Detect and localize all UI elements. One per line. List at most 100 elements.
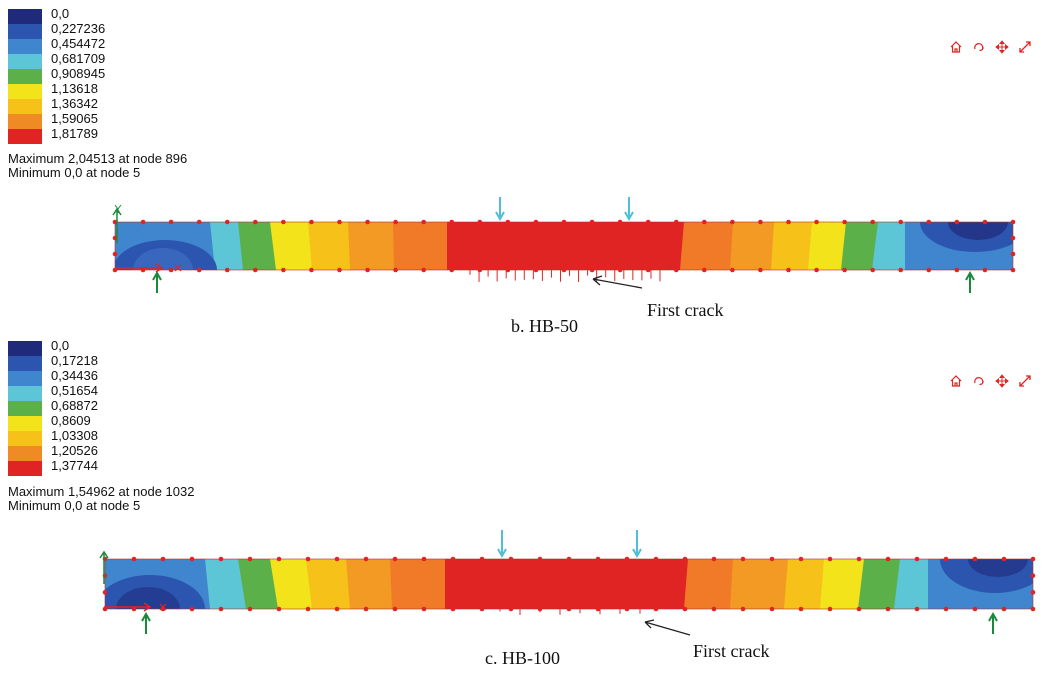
legend-swatch (8, 24, 42, 39)
legend-label: 0,8609 (51, 413, 91, 428)
node-marker (786, 267, 791, 273)
legend-label: 0,908945 (51, 66, 106, 81)
node-marker (131, 606, 137, 612)
node-marker (740, 606, 746, 612)
node-marker (645, 267, 651, 273)
node-marker (365, 267, 370, 273)
node-marker (1001, 556, 1007, 562)
node-marker (537, 556, 543, 562)
home-icon[interactable] (949, 374, 963, 388)
node-marker (798, 556, 804, 562)
rotate-icon[interactable] (972, 40, 986, 54)
node-marker (711, 556, 717, 562)
node-marker (365, 219, 370, 225)
legend-label: 1,37744 (51, 458, 98, 473)
node-marker (561, 267, 567, 273)
legend-label: 1,20526 (51, 443, 98, 458)
figure-caption: b. HB-50 (511, 316, 578, 336)
support-arrow (988, 611, 998, 634)
node-marker (682, 556, 688, 562)
node-marker (281, 219, 286, 225)
node-marker (337, 219, 342, 225)
node-marker (954, 267, 960, 273)
node-marker (196, 267, 202, 273)
legend-swatch (8, 341, 42, 356)
legend-label: 1,03308 (51, 428, 98, 443)
legend-swatch (8, 416, 42, 431)
node-marker (702, 267, 707, 273)
load-arrow (624, 197, 634, 222)
legend-swatch (8, 129, 42, 144)
node-marker (856, 606, 862, 612)
rotate-icon[interactable] (972, 374, 986, 388)
node-marker (1010, 251, 1016, 257)
node-marker (168, 267, 174, 273)
maximum-readout: Maximum 1,54962 at node 1032 (8, 484, 195, 499)
node-marker (617, 267, 623, 273)
node-marker (363, 556, 369, 562)
node-marker (624, 556, 630, 562)
node-marker (814, 267, 819, 273)
node-marker (477, 219, 483, 225)
node-marker (898, 219, 904, 225)
node-marker (769, 606, 775, 612)
pan-icon[interactable] (995, 374, 1009, 388)
zoom-icon[interactable] (1018, 40, 1032, 54)
zoom-icon[interactable] (1018, 374, 1032, 388)
axis-y (112, 207, 122, 243)
beam-contour (99, 530, 1036, 636)
node-marker (682, 606, 688, 612)
node-marker (814, 219, 819, 225)
node-marker (954, 219, 960, 225)
node-marker (392, 606, 398, 612)
legend-label: 0,227236 (51, 21, 106, 36)
node-marker (645, 219, 651, 225)
node-marker (479, 606, 485, 612)
node-marker (533, 267, 539, 273)
node-marker (253, 267, 258, 273)
node-marker (798, 606, 804, 612)
legend-swatch (8, 461, 42, 476)
node-marker (786, 219, 791, 225)
node-marker (421, 556, 427, 562)
node-marker (508, 556, 514, 562)
node-marker (758, 267, 763, 273)
node-marker (421, 606, 427, 612)
legend-label: 0,0 (51, 338, 70, 353)
legend-swatch (8, 39, 42, 54)
crack-pointer (644, 619, 691, 636)
node-marker (870, 267, 875, 273)
node-marker (711, 606, 717, 612)
legend-swatch (8, 84, 42, 99)
node-marker (309, 219, 314, 225)
axis-x (115, 263, 164, 273)
node-marker (842, 219, 847, 225)
pan-icon[interactable] (995, 40, 1009, 54)
node-marker (653, 556, 659, 562)
axis-y (99, 550, 109, 584)
node-marker (926, 219, 932, 225)
legend-swatch (8, 371, 42, 386)
node-marker (334, 556, 340, 562)
node-marker (885, 606, 891, 612)
node-marker (305, 606, 311, 612)
node-marker (856, 556, 862, 562)
load-arrow (495, 197, 505, 222)
support-arrow (141, 611, 151, 634)
node-marker (1030, 606, 1036, 612)
legend-swatch (8, 114, 42, 129)
node-marker (972, 606, 978, 612)
node-marker (247, 556, 253, 562)
first-crack-label: First crack (693, 641, 770, 661)
node-marker (972, 556, 978, 562)
node-marker (112, 267, 118, 273)
figure-caption: c. HB-100 (485, 648, 560, 668)
legend-label: 0,681709 (51, 51, 106, 66)
home-icon[interactable] (949, 40, 963, 54)
minimum-readout: Minimum 0,0 at node 5 (8, 498, 141, 513)
node-marker (595, 556, 601, 562)
load-arrow (632, 530, 642, 559)
node-marker (533, 219, 539, 225)
node-marker (112, 251, 118, 257)
legend-swatch (8, 446, 42, 461)
